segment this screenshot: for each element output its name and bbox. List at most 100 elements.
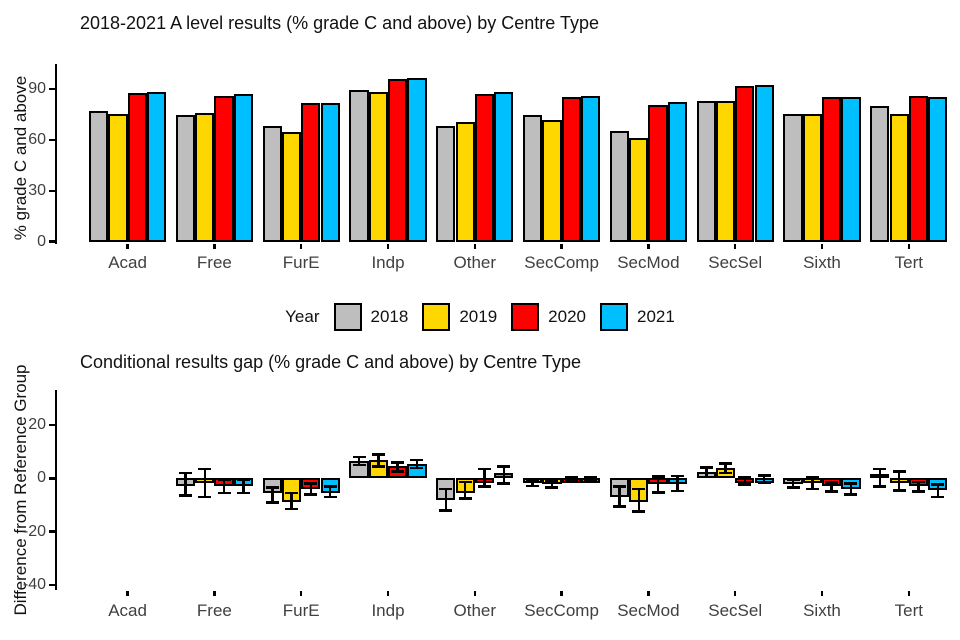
y-tick-label: 0 bbox=[37, 232, 46, 250]
bar-indp-2021 bbox=[407, 77, 427, 242]
error-bar-line bbox=[618, 486, 621, 507]
error-bar-cap bbox=[265, 486, 279, 489]
error-bar-cap bbox=[632, 510, 646, 513]
error-bar-cap bbox=[545, 486, 559, 489]
error-bar-cap bbox=[236, 491, 250, 495]
bar-secsel-2019 bbox=[715, 100, 736, 242]
error-bar-cap bbox=[584, 479, 598, 483]
error-bar-cap bbox=[786, 486, 800, 489]
y-tick bbox=[48, 240, 55, 243]
x-category-label: Acad bbox=[108, 253, 147, 272]
error-bar-cap bbox=[217, 478, 231, 481]
error-bar-cap bbox=[526, 484, 540, 487]
legend-title: Year bbox=[285, 307, 320, 326]
bar-indp-2018 bbox=[349, 89, 369, 242]
error-bar-line bbox=[791, 479, 795, 488]
bar-indp-2019 bbox=[368, 91, 388, 242]
x-tick bbox=[473, 244, 477, 249]
x-category-label: Tert bbox=[894, 601, 923, 620]
x-category-label: FurE bbox=[282, 601, 320, 620]
error-bar-line bbox=[676, 475, 679, 491]
x-category-label: SecComp bbox=[524, 601, 599, 620]
y-tick bbox=[48, 189, 55, 193]
bar-fure-2021 bbox=[320, 102, 340, 242]
bar-sixth-2018 bbox=[783, 113, 803, 242]
bar-sixth-2021 bbox=[841, 96, 861, 242]
bar-free-2020 bbox=[214, 95, 234, 242]
error-bar-cap bbox=[651, 491, 665, 494]
error-bar-cap bbox=[757, 474, 771, 477]
error-bar-line bbox=[184, 472, 187, 496]
bar-sixth-2020 bbox=[822, 97, 842, 242]
x-category-label: Other bbox=[453, 253, 497, 272]
x-category-label: Free bbox=[196, 601, 232, 620]
x-tick bbox=[733, 591, 737, 596]
error-bar-line bbox=[328, 486, 332, 497]
bar-fure-2018 bbox=[262, 126, 282, 242]
error-bar-cap bbox=[670, 489, 684, 493]
error-bar-cap bbox=[786, 478, 800, 481]
x-category-label: Other bbox=[453, 601, 497, 620]
bar-fure-2019 bbox=[281, 132, 302, 242]
error-bar-line bbox=[570, 476, 573, 481]
x-tick bbox=[733, 244, 737, 249]
x-tick bbox=[386, 591, 390, 596]
x-category-label: Acad bbox=[108, 601, 147, 620]
x-tick bbox=[647, 244, 650, 249]
error-bar-cap bbox=[439, 487, 453, 491]
error-bar-cap bbox=[931, 483, 945, 486]
error-bar-cap bbox=[738, 475, 752, 479]
y-tick-label: 30 bbox=[28, 181, 46, 199]
x-tick bbox=[126, 591, 129, 596]
error-bar-cap bbox=[873, 485, 887, 488]
bar-acad-2019 bbox=[108, 113, 128, 242]
x-tick bbox=[473, 591, 477, 596]
error-bar-line bbox=[463, 481, 467, 499]
error-bar-cap bbox=[805, 487, 819, 491]
x-category-label: Tert bbox=[894, 253, 923, 272]
bar-seccomp-2019 bbox=[542, 119, 562, 242]
error-bar-cap bbox=[304, 482, 318, 485]
error-bar-cap bbox=[757, 481, 771, 484]
x-tick bbox=[560, 244, 563, 249]
bar-tert-2020 bbox=[908, 95, 929, 242]
bar-tert-2018 bbox=[870, 105, 890, 242]
bar-acad-2020 bbox=[127, 93, 147, 242]
error-bar-cap bbox=[911, 480, 925, 483]
legend: Year 2018 2019 2020 2021 bbox=[0, 303, 960, 331]
error-bar-line bbox=[502, 466, 505, 484]
bar-secsel-2021 bbox=[754, 84, 774, 242]
x-tick bbox=[647, 591, 650, 596]
error-bar-line bbox=[444, 488, 448, 511]
bar-free-2019 bbox=[195, 112, 215, 242]
error-bar-cap bbox=[931, 495, 945, 499]
error-bar-cap bbox=[285, 491, 299, 495]
error-bar-line bbox=[531, 479, 534, 486]
x-tick bbox=[213, 591, 216, 596]
error-bar-cap bbox=[458, 480, 472, 483]
x-tick bbox=[213, 244, 216, 249]
error-bar-line bbox=[550, 480, 554, 488]
y-tick-label: -20 bbox=[22, 522, 46, 540]
y-tick-label: 90 bbox=[28, 79, 46, 97]
error-bar-cap bbox=[410, 458, 424, 462]
error-bar-cap bbox=[497, 465, 511, 468]
error-bar-cap bbox=[323, 485, 337, 488]
bar-secmod-2018 bbox=[609, 131, 630, 242]
error-bar-line bbox=[705, 467, 708, 477]
x-category-label: Free bbox=[196, 253, 232, 272]
legend-item-2018: 2018 bbox=[333, 303, 408, 331]
bar-secsel-2018 bbox=[696, 100, 716, 242]
error-bar-cap bbox=[352, 455, 366, 459]
error-bar-line bbox=[917, 481, 920, 492]
y-tick-label: 60 bbox=[28, 130, 46, 148]
error-bar-cap bbox=[198, 467, 212, 471]
bar-seccomp-2020 bbox=[561, 96, 581, 242]
error-bar-cap bbox=[265, 501, 279, 504]
bar-secsel-2020 bbox=[735, 86, 755, 242]
error-bar-cap bbox=[911, 490, 925, 493]
error-bar-cap bbox=[323, 495, 337, 499]
y-tick bbox=[48, 138, 55, 142]
error-bar-line bbox=[811, 476, 814, 489]
error-bar-cap bbox=[371, 453, 385, 456]
